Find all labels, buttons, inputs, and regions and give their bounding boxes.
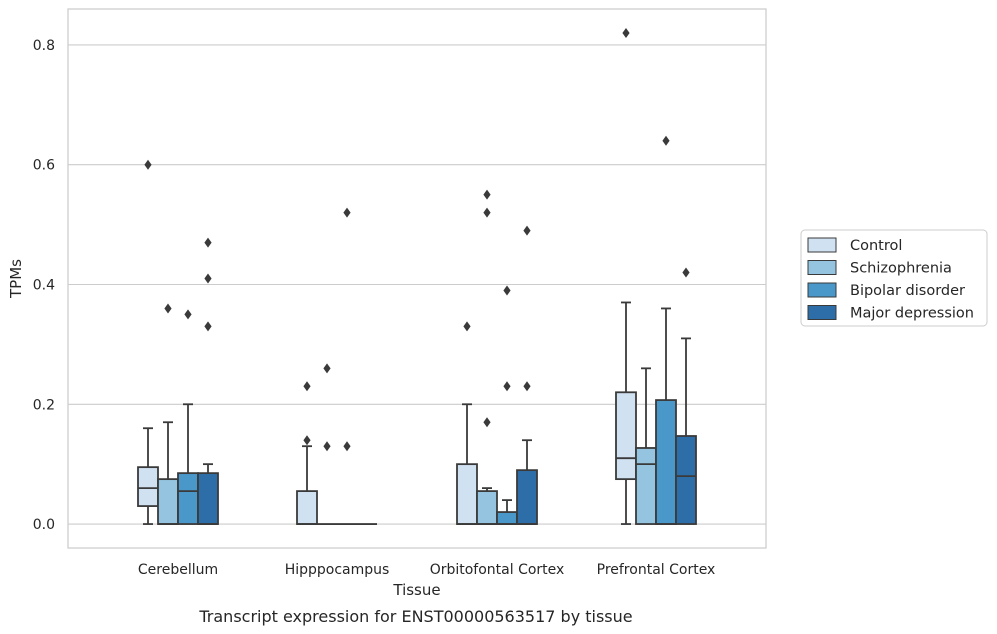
box-plot <box>296 381 318 525</box>
legend-label: Bipolar disorder <box>850 283 965 299</box>
outlier-point <box>523 225 531 236</box>
legend-label: Control <box>850 238 902 254</box>
box <box>655 399 677 525</box>
box-plot <box>615 27 637 525</box>
legend-label: Major depression <box>850 306 974 322</box>
outlier-point <box>503 381 511 392</box>
box-plot <box>197 237 219 525</box>
series-1 <box>157 189 657 525</box>
x-axis-label: Tissue <box>392 581 440 599</box>
x-tick-label: Hipppocampus <box>285 562 390 578</box>
legend-frame <box>800 229 988 327</box>
box <box>496 511 518 525</box>
outlier-point <box>483 207 491 218</box>
box-plot <box>516 225 538 525</box>
plot-frame <box>67 8 767 549</box>
box-plot <box>317 363 337 525</box>
legend-item: Bipolar disorder <box>807 282 965 299</box>
outlier-point <box>303 381 311 392</box>
legend: Control Schizophrenia Bipolar disorder Majo… <box>800 229 988 327</box>
box <box>675 435 697 525</box>
box <box>635 447 657 525</box>
x-tick-label: Prefrontal Cortex <box>597 562 716 578</box>
x-tick-label: Cerebellum <box>138 562 218 578</box>
y-tick-label: 0.0 <box>33 517 55 533</box>
box <box>137 466 159 507</box>
outlier-point <box>164 303 172 314</box>
y-tick-label: 0.6 <box>33 158 55 174</box>
outlier-point <box>483 189 491 200</box>
outlier-point <box>204 237 212 248</box>
box <box>615 391 637 481</box>
box-plot <box>456 321 478 525</box>
box <box>157 478 179 525</box>
outlier-point <box>622 27 630 38</box>
legend-swatch <box>807 260 837 275</box>
legend-item: Major depression <box>807 305 974 322</box>
y-axis-label: TPMs <box>7 259 25 299</box>
outlier-point <box>303 435 311 446</box>
legend-swatch <box>807 305 837 320</box>
outlier-point <box>463 321 471 332</box>
legend-item: Schizophrenia <box>807 260 952 277</box>
outlier-point <box>323 363 331 374</box>
y-tick-label: 0.2 <box>33 397 55 413</box>
box <box>516 469 538 525</box>
legend-item: Control <box>807 237 902 254</box>
legend-swatch <box>807 237 837 253</box>
box-plot <box>655 135 677 525</box>
box-plot <box>635 367 657 525</box>
box-plot <box>137 159 159 525</box>
box-plot <box>675 267 697 525</box>
box <box>476 490 498 525</box>
outlier-point <box>184 309 192 320</box>
y-tick-labels: 0.0 0.2 0.4 0.6 0.8 <box>33 38 55 533</box>
figure-caption: Transcript expression for ENST0000056351… <box>198 607 632 626</box>
box-groups <box>137 27 697 525</box>
series-3 <box>197 225 697 525</box>
outlier-point <box>503 285 511 296</box>
y-tick-label: 0.8 <box>33 38 55 54</box>
box-plot <box>157 303 179 525</box>
y-tick-label: 0.4 <box>33 277 55 293</box>
outlier-point <box>662 135 670 146</box>
outlier-point <box>343 441 351 452</box>
outlier-point <box>523 381 531 392</box>
box <box>456 463 478 525</box>
outlier-point <box>204 273 212 284</box>
outlier-point <box>204 321 212 332</box>
outlier-point <box>483 417 491 428</box>
series-2 <box>177 135 677 525</box>
outlier-point <box>682 267 690 278</box>
legend-swatch <box>807 282 837 298</box>
box-plot <box>177 309 199 525</box>
outlier-point <box>323 441 331 452</box>
box-plot <box>337 207 357 525</box>
box <box>197 472 219 525</box>
x-tick-label: Orbitofontal Cortex <box>430 562 565 578</box>
outlier-point <box>343 207 351 218</box>
box <box>296 490 318 525</box>
legend-label: Schizophrenia <box>850 261 952 277</box>
series-0 <box>137 27 637 525</box>
box <box>177 472 199 525</box>
x-tick-labels: Cerebellum Hipppocampus Orbitofontal Corte… <box>138 562 715 578</box>
outlier-point <box>144 159 152 170</box>
box-plot <box>476 189 498 525</box>
